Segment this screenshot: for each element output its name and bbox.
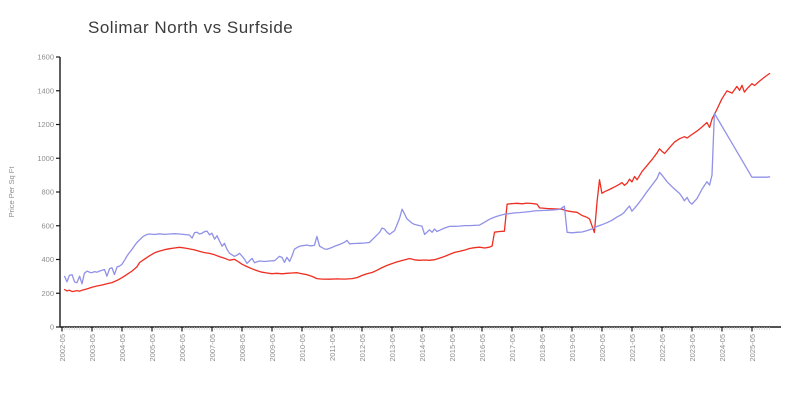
y-tick-label: 1600 [37,53,54,62]
x-tick-label: 2011-05 [328,334,337,361]
x-tick-label: 2021-05 [628,334,637,362]
x-tick-label: 2020-05 [598,334,607,362]
x-tick-label: 2002-05 [58,334,67,362]
x-tick-label: 2012-05 [358,334,367,362]
x-tick-label: 2023-05 [688,334,697,362]
x-tick-label: 2010-05 [298,334,307,362]
x-tick-label: 2017-05 [508,334,517,362]
x-tick-label: 2025-05 [748,334,757,362]
x-tick-label: 2003-05 [88,334,97,362]
x-tick-label: 2006-05 [178,334,187,362]
series-line-red [63,72,771,293]
x-tick-label: 2019-05 [568,334,577,362]
x-tick-label: 2016-05 [478,334,487,362]
chart-title: Solimar North vs Surfside [88,18,294,37]
x-tick-label: 2009-05 [268,334,277,362]
y-tick-label: 400 [41,255,54,264]
x-tick-label: 2008-05 [238,334,247,362]
x-tick-label: 2004-05 [118,334,127,362]
series-line-blue [63,112,771,285]
x-tick-label: 2015-05 [448,334,457,362]
x-tick-label: 2013-05 [388,334,397,362]
y-tick-label: 200 [41,289,54,298]
x-tick-label: 2024-05 [718,334,727,362]
y-tick-label: 1200 [37,120,54,129]
y-tick-label: 800 [41,188,54,197]
x-tick-label: 2005-05 [148,334,157,362]
y-tick-label: 600 [41,221,54,230]
y-tick-label: 1400 [37,86,54,95]
x-tick-label: 2022-05 [658,334,667,362]
y-axis-label: Price Per Sq Ft [7,166,16,218]
y-tick-label: 1000 [37,154,54,163]
y-tick-label: 0 [50,323,54,332]
x-tick-label: 2018-05 [538,334,547,362]
x-tick-label: 2007-05 [208,334,217,362]
x-tick-label: 2014-05 [418,334,427,362]
